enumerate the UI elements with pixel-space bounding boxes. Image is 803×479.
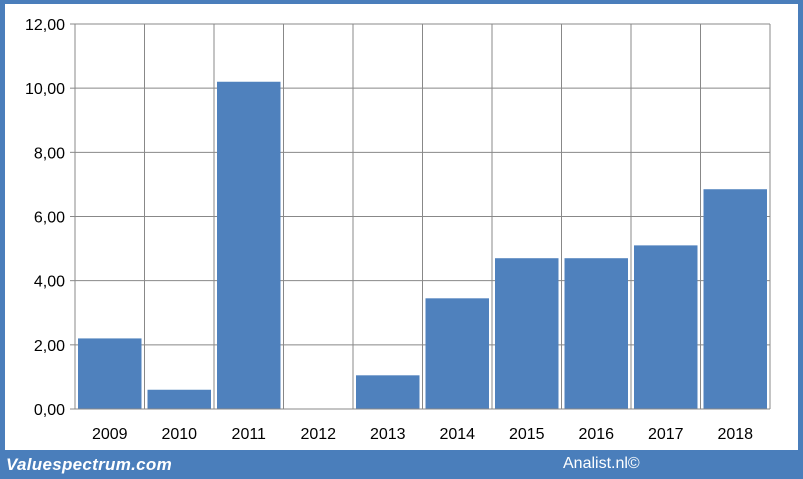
x-tick-label: 2009	[92, 426, 128, 443]
x-tick-label: 2016	[578, 426, 614, 443]
bar-2014	[425, 298, 489, 409]
bar-2015	[495, 258, 559, 409]
y-tick-label: 10,00	[25, 81, 65, 98]
y-tick-label: 12,00	[25, 17, 65, 34]
bar-2016	[564, 258, 628, 409]
bars	[78, 81, 767, 409]
x-tick-label: 2011	[232, 426, 267, 443]
x-tick-label: 2010	[161, 426, 197, 443]
bar-2018	[703, 189, 767, 409]
x-tick-label: 2017	[648, 426, 684, 443]
x-tick-label: 2013	[370, 426, 406, 443]
bar-2009	[78, 338, 142, 409]
x-tick-label: 2014	[439, 426, 475, 443]
y-tick-label: 4,00	[34, 274, 65, 291]
site-watermark-valuespectrum: Valuespectrum.com	[6, 455, 173, 474]
x-tick-label: 2018	[717, 426, 753, 443]
bar-2013	[356, 375, 420, 409]
x-tick-label: 2012	[300, 426, 336, 443]
y-tick-label: 8,00	[34, 145, 65, 162]
site-watermark-analist: Analist.nl©	[563, 455, 640, 472]
bar-2017	[634, 245, 698, 409]
gridlines	[74, 23, 771, 409]
y-tick-label: 0,00	[34, 402, 65, 419]
y-tick-label: 2,00	[34, 338, 65, 355]
axes	[70, 23, 770, 410]
bar-2011	[217, 81, 281, 409]
chart-panel: 0,00 2,00 4,00 6,00 8,00 10,00 12,00 2009 2010 2…	[5, 4, 798, 450]
y-tick-labels: 0,00 2,00 4,00 6,00 8,00 10,00 12,00	[25, 17, 65, 419]
bar-2010	[147, 389, 211, 409]
y-tick-label: 6,00	[34, 210, 65, 227]
x-tick-label: 2015	[509, 426, 545, 443]
x-tick-labels: 2009 2010 2011 2012 2013 2014 2015 2016 2017 2018	[92, 426, 753, 443]
